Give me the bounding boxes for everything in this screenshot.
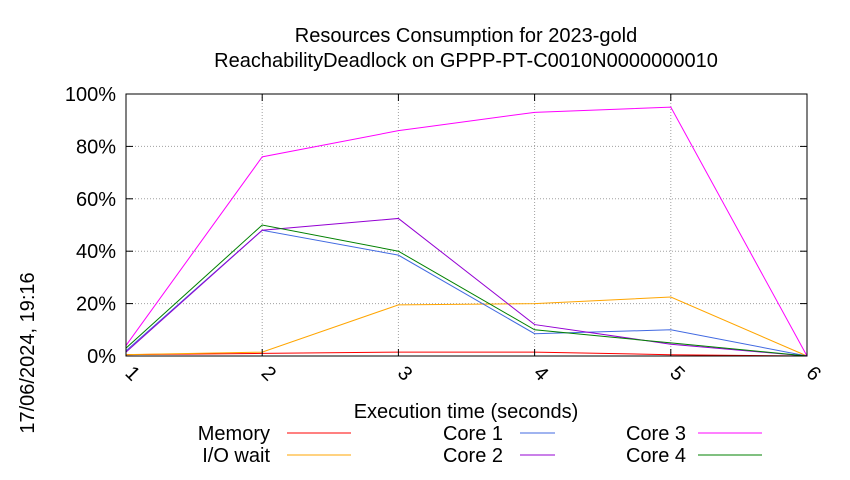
chart-subtitle: ReachabilityDeadlock on GPPP-PT-C0010N00… — [214, 50, 718, 72]
y-axis-ticks: 0% 20% 40% 60% 80% 100% — [65, 84, 807, 368]
y-tick-label: 40% — [76, 241, 116, 263]
series-line-core-4 — [125, 224, 808, 357]
series-line-core-3 — [125, 106, 808, 357]
y-tick-label: 100% — [65, 84, 116, 106]
x-axis-label: Execution time (seconds) — [354, 401, 579, 423]
legend-label-core-2: Core 2 — [443, 445, 503, 467]
x-tick-label: 4 — [529, 362, 552, 385]
legend-label-i-o-wait: I/O wait — [202, 445, 270, 467]
series-lines — [125, 106, 808, 357]
chart-title: Resources Consumption for 2023-gold — [295, 25, 637, 47]
series-line-i-o-wait — [125, 296, 808, 357]
x-tick-label: 6 — [802, 362, 825, 385]
x-tick-label: 5 — [665, 362, 688, 385]
x-tick-label: 3 — [393, 362, 416, 385]
x-tick-label: 1 — [121, 362, 144, 385]
y-tick-label: 0% — [87, 346, 116, 368]
grid — [126, 94, 807, 356]
plot-frame — [125, 93, 808, 357]
legend-label-core-1: Core 1 — [443, 423, 503, 445]
series-line-memory — [125, 351, 808, 357]
legend-label-memory: Memory — [198, 423, 270, 445]
legend-label-core-3: Core 3 — [626, 423, 686, 445]
series-line-core-2 — [125, 217, 808, 357]
series-line-core-1 — [125, 229, 808, 357]
side-timestamp: 17/06/2024, 19:16 — [17, 272, 39, 433]
legend-label-core-4: Core 4 — [626, 445, 686, 467]
x-tick-label: 2 — [257, 362, 280, 385]
x-axis-ticks: 1 2 3 4 5 6 — [121, 94, 825, 385]
y-tick-label: 20% — [76, 294, 116, 316]
y-tick-label: 80% — [76, 136, 116, 158]
y-tick-label: 60% — [76, 189, 116, 211]
